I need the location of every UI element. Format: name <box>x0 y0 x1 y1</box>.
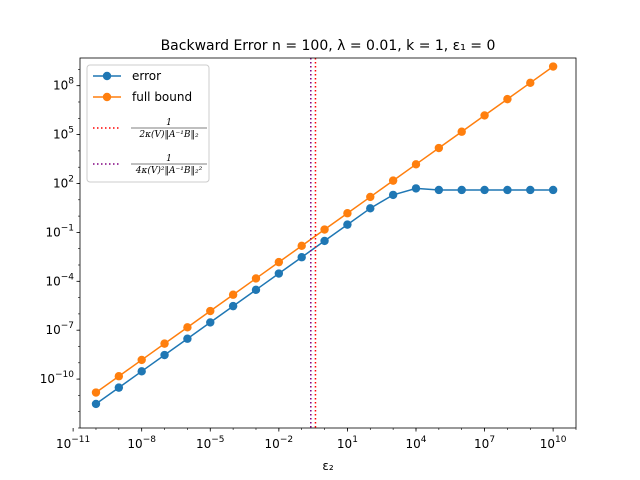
data-point-full-bound <box>388 176 398 185</box>
data-point-error <box>434 185 444 195</box>
data-point-error <box>114 383 124 392</box>
data-point-full-bound <box>297 241 306 251</box>
legend-swatch-marker <box>102 71 112 81</box>
y-tick-label: 105 <box>53 126 74 142</box>
data-point-full-bound <box>160 339 169 348</box>
plot-area: 10−11 10−8 10−5 10−2 101 104 107 101010−1010−71… <box>40 57 577 451</box>
data-point-full-bound <box>457 127 466 136</box>
y-tick-label: 10−10 <box>40 370 75 386</box>
x-tick-label: 101 <box>337 435 358 451</box>
data-point-error <box>366 204 375 213</box>
data-point-full-bound <box>366 192 375 202</box>
x-tick-label: 10−8 <box>127 435 156 451</box>
y-tick-label: 10−1 <box>45 223 74 239</box>
x-tick-label: 104 <box>405 435 426 451</box>
plot-clipped-content <box>91 58 558 428</box>
data-point-full-bound <box>114 372 124 381</box>
data-point-error <box>320 236 329 246</box>
data-point-error <box>206 318 215 327</box>
legend-label-full-bound: full bound <box>132 90 192 104</box>
data-point-error <box>411 184 421 193</box>
legend-box <box>86 64 210 183</box>
data-point-error <box>388 190 398 200</box>
legend-fraction-denominator: 2κ(V)‖A⁻¹B‖₂ <box>138 129 199 140</box>
data-point-error <box>297 253 306 262</box>
data-point-full-bound <box>228 290 238 299</box>
data-point-full-bound <box>343 209 352 218</box>
axes-frame <box>79 57 577 429</box>
data-point-error <box>480 185 489 195</box>
x-tick-label: 10−5 <box>196 435 225 451</box>
data-point-error <box>137 367 146 376</box>
data-point-full-bound <box>183 323 192 332</box>
x-tick-label: 10−11 <box>56 435 90 451</box>
data-point-error <box>183 334 192 343</box>
data-point-error <box>503 185 512 195</box>
data-point-error <box>274 269 284 278</box>
data-point-full-bound <box>137 355 146 365</box>
y-tick-label: 108 <box>53 77 74 93</box>
data-point-error <box>251 285 261 295</box>
legend-fraction-numerator: 1 <box>166 118 172 128</box>
x-tick-label: 107 <box>474 435 495 451</box>
data-point-full-bound <box>251 274 261 283</box>
y-tick-label: 10−7 <box>45 321 74 337</box>
data-point-full-bound <box>526 78 535 88</box>
data-point-full-bound <box>434 143 444 153</box>
data-point-error <box>228 301 238 311</box>
data-point-error <box>457 185 466 195</box>
y-tick-label: 102 <box>53 174 74 190</box>
legend-fraction-denominator: 4κ(V)²‖A⁻¹B‖₂² <box>135 165 203 176</box>
data-point-error <box>91 399 101 409</box>
data-point-full-bound <box>91 388 101 397</box>
x-axis-label: ε₂ <box>322 459 333 473</box>
y-tick-label: 10−4 <box>45 272 74 288</box>
legend-label-error: error <box>132 69 161 83</box>
data-point-full-bound <box>480 111 489 120</box>
x-tick-label: 1010 <box>540 435 567 451</box>
data-point-full-bound <box>503 94 512 104</box>
data-point-error <box>526 185 535 195</box>
data-point-full-bound <box>320 225 329 234</box>
data-point-full-bound <box>411 160 421 169</box>
data-point-full-bound <box>274 257 284 267</box>
x-tick-label: 10−2 <box>265 435 294 451</box>
data-point-error <box>343 220 352 229</box>
legend-swatch-marker <box>102 92 112 102</box>
legend-fraction-numerator: 1 <box>166 154 172 164</box>
data-point-full-bound <box>548 62 558 71</box>
data-point-full-bound <box>206 306 215 316</box>
chart-title: Backward Error n = 100, λ = 0.01, k = 1,… <box>161 38 496 54</box>
data-point-error <box>160 350 169 360</box>
data-point-error <box>548 185 558 195</box>
